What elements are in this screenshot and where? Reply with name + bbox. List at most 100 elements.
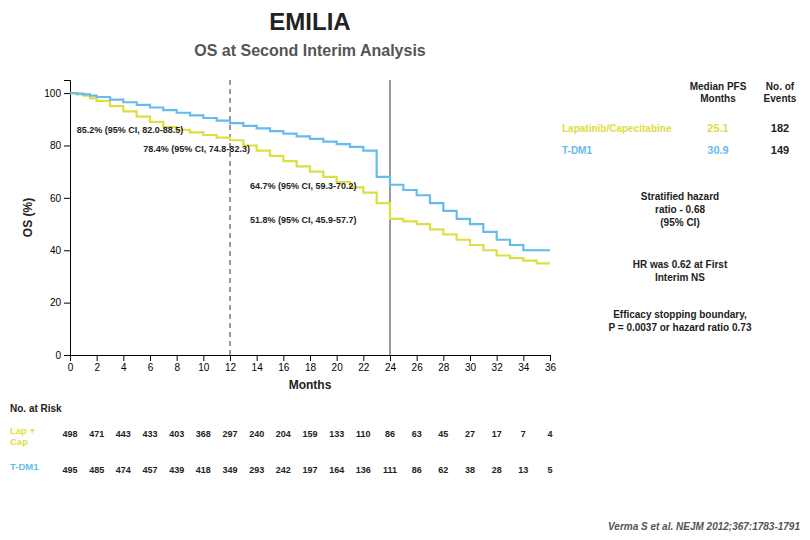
x-tick-label: 28 <box>438 362 450 373</box>
risk-value: 498 <box>62 429 77 439</box>
source: Verma S et al. NEJM 2012;367:1783-1791 <box>608 521 800 532</box>
risk-value: 136 <box>356 465 371 475</box>
annotations: 85.2% (95% CI, 82.0-88.5) 78.4% (95% CI, … <box>77 125 357 225</box>
risk-value: 485 <box>89 465 104 475</box>
x-tick-label: 2 <box>94 362 100 373</box>
x-tick-mark <box>150 355 151 361</box>
y-axis-line <box>64 81 71 356</box>
y-tick-label: 40 <box>50 245 62 256</box>
y-axis: 020406080100 <box>44 81 70 361</box>
risk-value: 457 <box>142 465 157 475</box>
text-line: Efficacy stopping boundary, <box>613 309 747 320</box>
risk-value: 164 <box>329 465 344 475</box>
text-line: ratio - 0.68 <box>655 204 705 215</box>
x-tick: 34 <box>518 355 530 373</box>
risk-value: 28 <box>492 465 502 475</box>
x-tick-label: 4 <box>121 362 127 373</box>
risk-value: 471 <box>89 429 104 439</box>
y-tick-mark <box>64 250 70 251</box>
chart-root: EMILIAOS at Second Interim Analysis02468… <box>0 0 810 540</box>
x-tick-mark <box>417 355 418 361</box>
risk-value: 38 <box>465 465 475 475</box>
risk-value: 110 <box>356 429 371 439</box>
plot-area <box>70 80 550 355</box>
risk-value: 433 <box>142 429 157 439</box>
x-tick-mark <box>257 355 258 361</box>
y-tick: 100 <box>44 88 70 99</box>
x-tick-mark <box>123 355 124 361</box>
legend-entry: Lapatinib/Capecitabine <box>562 123 672 134</box>
annotation: 78.4% (95% CI, 74.8-82.3) <box>143 144 250 154</box>
title: EMILIA <box>269 8 350 35</box>
text-line: Stratified hazard <box>641 191 719 202</box>
y-tick-label: 100 <box>44 88 61 99</box>
x-tick-mark <box>203 355 204 361</box>
y-tick-mark <box>64 355 70 356</box>
x-tick-mark <box>470 355 471 361</box>
median-value: 25.1 <box>707 122 728 134</box>
x-tick-label: 34 <box>518 362 530 373</box>
risk-value: 62 <box>438 465 448 475</box>
x-tick-mark <box>177 355 178 361</box>
risk-value: 443 <box>116 429 131 439</box>
y-tick-label: 20 <box>50 297 62 308</box>
x-tick-label: 22 <box>358 362 370 373</box>
text-line: P = 0.0037 or hazard ratio 0.73 <box>609 322 752 333</box>
x-tick: 8 <box>174 355 180 373</box>
x-tick-mark <box>310 355 311 361</box>
annotation: 64.7% (95% CI, 59.3-70.2) <box>250 181 357 191</box>
text-line: Months <box>700 93 736 104</box>
x-tick: 20 <box>332 355 344 373</box>
x-tick-label: 12 <box>225 362 237 373</box>
x-tick: 16 <box>278 355 290 373</box>
risk-table: No. at RiskLap +Cap498471443433403368297… <box>10 403 553 475</box>
text-line: No. of <box>766 81 795 92</box>
x-tick: 28 <box>438 355 450 373</box>
risk-value: 403 <box>169 429 184 439</box>
risk-value: 86 <box>412 465 422 475</box>
summary-header: Median PFSMonths <box>690 81 747 104</box>
x-tick: 18 <box>305 355 317 373</box>
x-tick-label: 24 <box>385 362 397 373</box>
risk-value: 197 <box>302 465 317 475</box>
y-tick-mark <box>64 198 70 199</box>
x-tick-label: 6 <box>148 362 154 373</box>
y-tick-label: 60 <box>50 193 62 204</box>
x-tick-mark <box>443 355 444 361</box>
risk-value: 349 <box>222 465 237 475</box>
risk-value: 368 <box>196 429 211 439</box>
risk-value: 240 <box>249 429 264 439</box>
y-tick: 0 <box>55 350 70 361</box>
risk-value: 45 <box>438 429 448 439</box>
y-tick-mark <box>64 303 70 304</box>
risk-value: 5 <box>547 465 552 475</box>
series-line <box>70 93 550 263</box>
x-tick-label: 36 <box>545 362 557 373</box>
risk-value: 474 <box>116 465 131 475</box>
text-line: Cap <box>10 436 28 447</box>
annotation: 85.2% (95% CI, 82.0-88.5) <box>77 125 184 135</box>
risk-value: 159 <box>302 429 317 439</box>
annotation: 51.8% (95% CI, 45.9-57.7) <box>250 215 357 225</box>
risk-value: 439 <box>169 465 184 475</box>
y-tick-mark <box>64 93 70 94</box>
x-tick-mark <box>230 355 231 361</box>
x-tick: 14 <box>252 355 264 373</box>
x-tick-label: 10 <box>198 362 210 373</box>
x-tick: 2 <box>94 355 100 373</box>
y-tick-label: 0 <box>55 350 61 361</box>
x-tick-mark <box>497 355 498 361</box>
x-tick-mark <box>97 355 98 361</box>
x-tick: 30 <box>465 355 477 373</box>
text-line: Events <box>764 93 797 104</box>
y-axis-title: OS (%) <box>21 198 35 237</box>
x-tick-mark <box>337 355 338 361</box>
x-tick: 4 <box>121 355 127 373</box>
median-value: 30.9 <box>707 144 728 156</box>
chart-svg: EMILIAOS at Second Interim Analysis02468… <box>0 0 810 540</box>
text-line: Interim NS <box>655 272 705 283</box>
summary-panel: Median PFSMonths No. ofEvents Lapatinib/Ca… <box>562 81 797 333</box>
x-tick-label: 26 <box>412 362 424 373</box>
events-value: 149 <box>771 144 789 156</box>
text-line: T-DM1 <box>10 461 39 472</box>
